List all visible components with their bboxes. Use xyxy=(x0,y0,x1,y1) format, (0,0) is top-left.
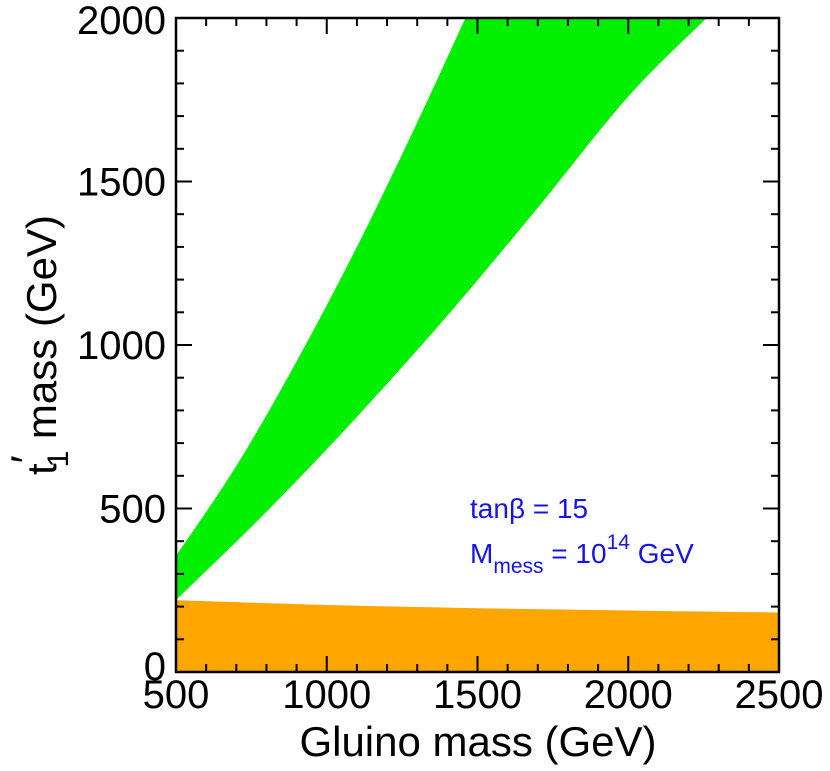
x-tick-label: 2000 xyxy=(584,673,673,717)
y-tick-label: 1000 xyxy=(77,324,166,368)
y-axis-label-sub: 1 xyxy=(42,451,75,468)
annotation-mmess: Mmess = 1014 GeV xyxy=(470,531,694,578)
y-tick-label: 2000 xyxy=(77,0,166,43)
y-tick-label: 0 xyxy=(144,645,166,689)
annotation-tan: tan xyxy=(470,493,509,524)
y-axis-label-t: t xyxy=(18,463,65,475)
orange-band xyxy=(176,600,779,672)
y-tick-label: 1500 xyxy=(77,161,166,205)
annotation-m-exp: 14 xyxy=(607,531,631,554)
y-axis-label-prime: ′ xyxy=(2,455,49,463)
annotation-beta: β xyxy=(509,493,525,524)
y-tick-label: 500 xyxy=(99,488,166,532)
annotation-m-sub: mess xyxy=(493,555,543,578)
plot-frame xyxy=(174,16,781,674)
x-tick-label: 1000 xyxy=(282,673,371,717)
annotation-tanbeta: tanβ = 15 xyxy=(470,493,588,524)
annotation-mmess-unit: GeV xyxy=(630,538,694,569)
x-tick-label: 500 xyxy=(143,673,210,717)
x-axis-label: Gluino mass (GeV) xyxy=(299,718,656,765)
x-tick-label: 2500 xyxy=(735,673,824,717)
y-axis-label-rest: mass (GeV) xyxy=(18,215,65,451)
annotation-tanbeta-value: = 15 xyxy=(525,493,588,524)
annotation-mmess-eq: = 10 xyxy=(544,538,607,569)
annotation-m: M xyxy=(470,538,493,569)
bands xyxy=(176,18,779,672)
svg-text:t′1 mass (GeV): t′1 mass (GeV) xyxy=(2,215,75,475)
x-tick-label: 1500 xyxy=(433,673,522,717)
y-axis-label: t′1 mass (GeV) xyxy=(2,215,75,475)
tick-marks xyxy=(175,17,780,673)
green-band xyxy=(176,18,707,601)
